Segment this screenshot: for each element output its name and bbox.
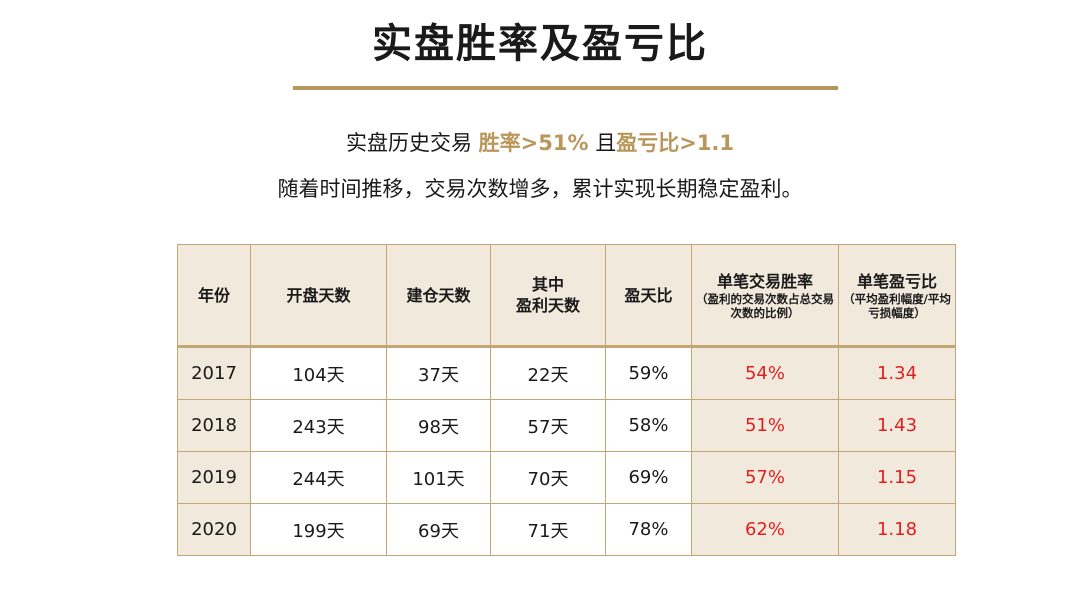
table-row: 2018 243天 98天 57天 58% 51% 1.43 bbox=[177, 399, 956, 452]
header-pl-ratio: 单笔盈亏比 （平均盈利幅度/平均亏损幅度） bbox=[838, 244, 956, 348]
cell-position-days: 101天 bbox=[386, 451, 491, 504]
cell-win-rate: 54% bbox=[691, 346, 839, 400]
cell-profit-days: 71天 bbox=[490, 503, 606, 556]
cell-year: 2018 bbox=[177, 399, 251, 452]
cell-pl-ratio: 1.18 bbox=[838, 503, 956, 556]
subtitle-connector: 且 bbox=[588, 131, 617, 155]
win-rate-highlight: 胜率>51% bbox=[478, 131, 589, 155]
header-year: 年份 bbox=[177, 244, 251, 348]
header-profit-ratio: 盈天比 bbox=[605, 244, 692, 348]
cell-profit-ratio: 58% bbox=[605, 399, 692, 452]
cell-year: 2017 bbox=[177, 346, 251, 400]
title-underline bbox=[293, 86, 838, 90]
subtitle-line-1: 实盘历史交易 胜率>51% 且盈亏比>1.1 bbox=[0, 128, 1080, 158]
cell-open-days: 199天 bbox=[250, 503, 387, 556]
cell-profit-ratio: 78% bbox=[605, 503, 692, 556]
table-row: 2017 104天 37天 22天 59% 54% 1.34 bbox=[177, 346, 956, 400]
header-position-days: 建仓天数 bbox=[386, 244, 491, 348]
cell-pl-ratio: 1.43 bbox=[838, 399, 956, 452]
header-pl-ratio-label: 单笔盈亏比 bbox=[856, 271, 937, 291]
header-profit-days-line2: 盈利天数 bbox=[515, 296, 580, 315]
pl-ratio-highlight: 盈亏比>1.1 bbox=[616, 131, 735, 155]
header-win-rate: 单笔交易胜率 （盈利的交易次数占总交易次数的比例） bbox=[691, 244, 839, 348]
table-row: 2020 199天 69天 71天 78% 62% 1.18 bbox=[177, 503, 956, 556]
stats-table: 年份 开盘天数 建仓天数 其中盈利天数 盈天比 单笔交易胜率 （盈利的交易次数占总… bbox=[177, 244, 956, 556]
header-profit-days: 其中 盈利天数 bbox=[490, 244, 606, 348]
cell-position-days: 98天 bbox=[386, 399, 491, 452]
cell-profit-days: 57天 bbox=[490, 399, 606, 452]
cell-year: 2020 bbox=[177, 503, 251, 556]
cell-win-rate: 62% bbox=[691, 503, 839, 556]
cell-position-days: 69天 bbox=[386, 503, 491, 556]
header-win-rate-label: 单笔交易胜率 bbox=[716, 271, 813, 291]
header-profit-days-line1: 其中 bbox=[531, 275, 564, 294]
subtitle-line-2: 随着时间推移，交易次数增多，累计实现长期稳定盈利。 bbox=[277, 177, 803, 201]
cell-position-days: 37天 bbox=[386, 346, 491, 400]
header-win-rate-note: （盈利的交易次数占总交易次数的比例） bbox=[696, 291, 834, 320]
cell-pl-ratio: 1.15 bbox=[838, 451, 956, 504]
cell-profit-ratio: 69% bbox=[605, 451, 692, 504]
table-header-row: 年份 开盘天数 建仓天数 其中盈利天数 盈天比 单笔交易胜率 （盈利的交易次数占总… bbox=[177, 244, 956, 348]
cell-pl-ratio: 1.34 bbox=[838, 346, 956, 400]
subtitle-prefix: 实盘历史交易 bbox=[345, 131, 479, 155]
header-pl-ratio-note: （平均盈利幅度/平均亏损幅度） bbox=[843, 291, 951, 320]
cell-open-days: 104天 bbox=[250, 346, 387, 400]
header-open-days: 开盘天数 bbox=[250, 244, 387, 348]
cell-win-rate: 51% bbox=[691, 399, 839, 452]
page-title: 实盘胜率及盈亏比 bbox=[372, 21, 708, 67]
cell-open-days: 243天 bbox=[250, 399, 387, 452]
cell-win-rate: 57% bbox=[691, 451, 839, 504]
cell-profit-days: 70天 bbox=[490, 451, 606, 504]
table-row: 2019 244天 101天 70天 69% 57% 1.15 bbox=[177, 451, 956, 504]
cell-open-days: 244天 bbox=[250, 451, 387, 504]
cell-profit-ratio: 59% bbox=[605, 346, 692, 400]
cell-year: 2019 bbox=[177, 451, 251, 504]
cell-profit-days: 22天 bbox=[490, 346, 606, 400]
